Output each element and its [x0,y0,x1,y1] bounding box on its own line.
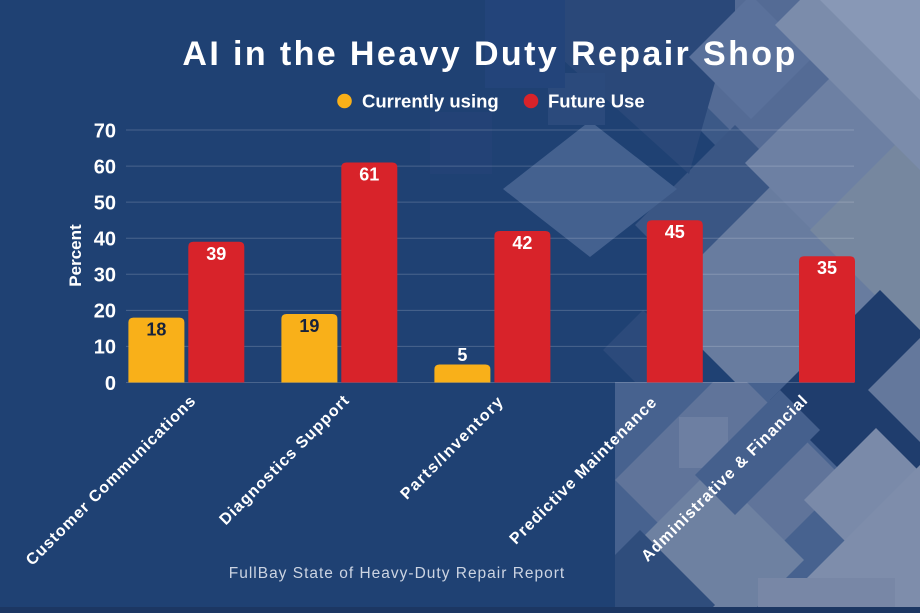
svg-text:60: 60 [94,156,116,178]
svg-text:70: 70 [94,120,116,142]
svg-text:0: 0 [105,373,116,395]
svg-text:42: 42 [512,233,532,253]
svg-text:10: 10 [94,337,116,359]
svg-text:FullBay State of Heavy-Duty Re: FullBay State of Heavy-Duty Repair Repor… [229,565,565,582]
svg-text:61: 61 [359,165,379,185]
svg-text:39: 39 [206,244,226,264]
svg-text:50: 50 [94,192,116,214]
svg-text:35: 35 [817,258,837,278]
svg-text:30: 30 [94,265,116,287]
svg-text:20: 20 [94,301,116,323]
svg-text:AI in the Heavy Duty Repair Sh: AI in the Heavy Duty Repair Shop [182,35,797,73]
svg-text:Currently using: Currently using [362,91,499,112]
svg-text:5: 5 [457,345,467,365]
svg-text:Future Use: Future Use [548,91,645,112]
svg-text:40: 40 [94,229,116,251]
svg-text:18: 18 [146,320,166,340]
svg-text:45: 45 [665,222,685,242]
svg-text:Percent: Percent [66,224,85,287]
svg-text:19: 19 [299,316,319,336]
